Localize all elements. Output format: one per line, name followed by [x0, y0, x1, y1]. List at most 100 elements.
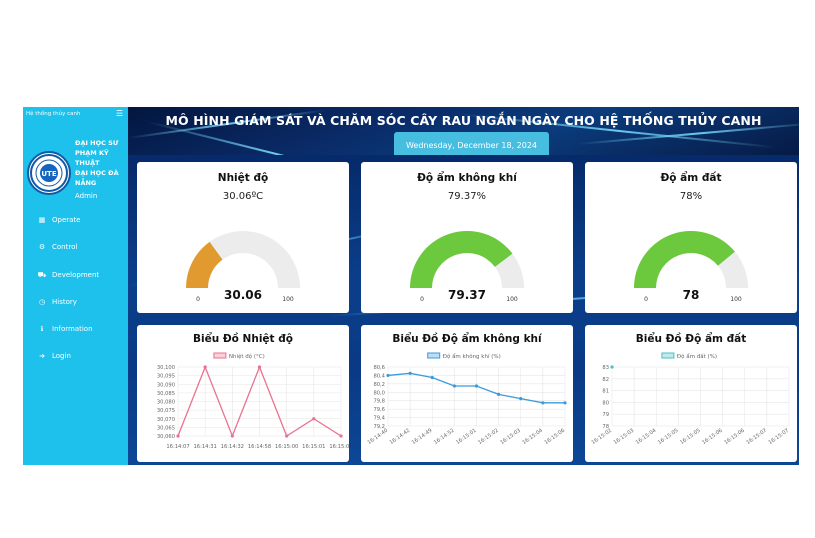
legend-label: Độ ẩm đất (%)	[677, 353, 717, 360]
y-tick-label: 79,4	[373, 416, 385, 422]
legend-label: Nhiệt độ (°C)	[229, 353, 265, 360]
x-tick-label: 16:14:32	[221, 444, 244, 450]
gauge-title: Nhiệt độ	[217, 172, 269, 184]
sidebar-item-development[interactable]: ⛟ Development	[37, 269, 100, 281]
sidebar-item-login[interactable]: ➜ Login	[37, 350, 71, 362]
sidebar-header: Hệ thống thủy canh ☰	[23, 107, 128, 121]
y-tick-label: 80,6	[373, 365, 385, 371]
y-tick-label: 79,2	[373, 424, 385, 430]
x-tick-label: 16:14:49	[411, 428, 434, 446]
x-tick-label: 16:15:03	[499, 428, 522, 446]
data-point	[497, 392, 501, 396]
chart-card-air-humidity: Biểu Đồ Độ ẩm không khí Độ ẩm không khí …	[361, 325, 573, 462]
gauge-card-air-humidity: Độ ẩm không khí 79.37% 0 100 79.37	[361, 162, 573, 313]
main-content: Nhiệt độ 30.06ºC 0 100 30.06 Độ ẩm không…	[128, 155, 799, 465]
x-tick-label: 16:15:04	[521, 427, 544, 446]
sidebar-item-operate[interactable]: ▦ Operate	[37, 214, 81, 226]
gauge-title: Độ ẩm không khí	[417, 172, 517, 184]
data-point	[563, 401, 567, 405]
gauge-title: Độ ẩm đất	[660, 172, 722, 184]
gauge-fill	[410, 231, 513, 288]
chart-card-soil-moisture: Biểu Đồ Độ ẩm đất Độ ẩm đất (%) 83 82 81 80 7…	[585, 325, 797, 462]
sidebar-item-control[interactable]: ⚙ Control	[37, 241, 77, 253]
chart-title: Biểu Đồ Nhiệt độ	[193, 333, 293, 345]
x-tick-label: 16:15:05	[679, 428, 702, 446]
gauge-max-label: 100	[506, 296, 518, 303]
x-tick-label: 16:15:07	[768, 428, 791, 446]
gauge-value-text: 30.06ºC	[222, 191, 264, 202]
legend-swatch	[427, 352, 441, 359]
sidebar-brand[interactable]: Hệ thống thủy canh	[26, 111, 81, 117]
legend-swatch	[661, 352, 675, 359]
gauge-fill	[186, 241, 223, 288]
gear-icon: ⚙	[38, 243, 46, 251]
university-name: ĐẠI HỌC SƯ PHẠM KỸ THUẬT ĐẠI HỌC ĐÀ NẴNG	[75, 138, 125, 188]
gauge-min-label: 0	[196, 296, 200, 303]
data-point	[257, 365, 262, 369]
sidebar-item-history[interactable]: ◷ History	[37, 296, 77, 308]
user-name: Admin	[75, 192, 98, 200]
x-tick-label: 16:15:06	[544, 428, 567, 446]
y-tick-label: 83	[602, 365, 609, 371]
x-tick-label: 16:15:07	[745, 428, 768, 446]
university-line: THUẬT	[75, 159, 100, 167]
y-tick-label: 80	[602, 400, 609, 406]
y-tick-label: 30,075	[157, 408, 175, 414]
sidebar: Hệ thống thủy canh ☰ UTE ĐẠI HỌC SƯ PHẠM…	[23, 107, 128, 465]
data-point	[519, 397, 523, 401]
x-tick-label: 16:15:01	[329, 444, 349, 450]
gauge-center-value: 78	[683, 288, 700, 302]
y-tick-label: 80,2	[373, 382, 385, 388]
sidebar-item-label: Information	[52, 325, 93, 333]
x-tick-label: 16:14:07	[166, 444, 189, 450]
data-point	[408, 371, 412, 375]
y-tick-label: 79,8	[373, 399, 385, 405]
data-point	[430, 375, 434, 380]
gauge-card-temperature: Nhiệt độ 30.06ºC 0 100 30.06	[137, 162, 349, 313]
chart-card-temperature: Biểu Đồ Nhiệt độ Nhiệt độ (°C) 30,100 30,0…	[137, 325, 349, 462]
gauge-max-label: 100	[282, 296, 294, 303]
logo-text: UTE	[41, 170, 56, 178]
university-line: ĐẠI HỌC ĐÀ	[75, 169, 119, 177]
dashboard-app: Hệ thống thủy canh ☰ UTE ĐẠI HỌC SƯ PHẠM…	[23, 107, 799, 465]
x-tick-label: 16:15:01	[455, 428, 478, 446]
x-tick-label: 16:14:58	[248, 444, 271, 450]
y-tick-label: 30,065	[157, 425, 175, 431]
data-point	[285, 434, 289, 438]
data-point	[541, 401, 545, 405]
y-tick-label: 30,060	[157, 434, 175, 440]
sidebar-item-information[interactable]: ℹ Information	[37, 323, 93, 335]
gauge-max-label: 100	[730, 296, 742, 303]
y-tick-label: 30,085	[157, 391, 175, 397]
x-tick-label: 16:15:01	[302, 444, 325, 450]
page-title: MÔ HÌNH GIÁM SÁT VÀ CHĂM SÓC CÂY RAU NGẮ…	[165, 113, 762, 128]
gauge-center-value: 30.06	[224, 288, 262, 302]
data-point	[203, 365, 207, 369]
x-tick-label: 16:14:40	[367, 428, 390, 446]
menu-icon[interactable]: ☰	[115, 109, 123, 118]
data-point	[474, 384, 479, 388]
x-tick-label: 16:15:06	[723, 428, 746, 446]
x-tick-label: 16:14:42	[389, 428, 412, 446]
y-tick-label: 78	[602, 424, 609, 430]
sidebar-item-label: Control	[52, 243, 78, 251]
car-icon: ⛟	[37, 270, 47, 279]
gauge-track	[186, 231, 300, 288]
sidebar-item-label: Development	[52, 271, 100, 279]
y-tick-label: 30,070	[157, 417, 175, 423]
info-icon: ℹ	[40, 325, 44, 333]
y-tick-label: 80,4	[373, 373, 385, 379]
clock-icon: ◷	[38, 298, 46, 306]
sidebar-item-label: Operate	[52, 216, 81, 224]
y-tick-label: 79,6	[373, 407, 385, 413]
x-tick-label: 16:15:00	[275, 444, 298, 450]
university-line: PHẠM KỸ	[75, 149, 109, 157]
gauge-fill	[634, 231, 735, 288]
gauge-card-soil-moisture: Độ ẩm đất 78% 0 100 78	[585, 162, 797, 313]
legend-swatch	[213, 352, 227, 359]
data-point	[452, 384, 456, 388]
x-tick-label: 16:15:05	[657, 428, 680, 446]
chart-title: Biểu Đồ Độ ẩm đất	[635, 333, 747, 345]
data-point	[610, 365, 614, 369]
x-tick-label: 16:15:03	[613, 428, 636, 446]
